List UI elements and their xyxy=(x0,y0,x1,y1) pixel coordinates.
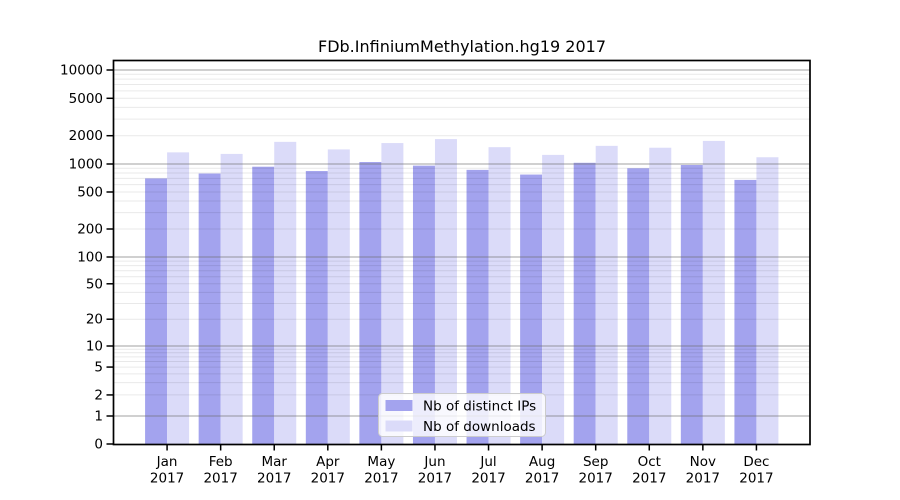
x-tick-label-month: Nov xyxy=(690,454,716,470)
legend-swatch-distinct-ips xyxy=(385,400,413,411)
x-tick-label-year: 2017 xyxy=(257,471,291,487)
bar-downloads-jan xyxy=(167,152,190,444)
bar-downloads-may xyxy=(381,143,404,445)
y-tick-label: 1000 xyxy=(69,157,103,173)
legend-box xyxy=(378,393,546,437)
bar-distinct-ips-mar xyxy=(252,166,275,444)
bar-distinct-ips-feb xyxy=(198,173,221,444)
bar-distinct-ips-may xyxy=(359,162,382,444)
y-tick-label: 100 xyxy=(77,250,103,266)
x-tick-label-month: Apr xyxy=(316,454,340,470)
y-tick-label: 500 xyxy=(77,184,103,200)
bar-distinct-ips-apr xyxy=(305,171,328,444)
x-tick-label-month: Jan xyxy=(156,454,178,470)
bars-layer xyxy=(145,139,779,445)
y-tick-label: 2000 xyxy=(69,128,103,144)
plot-frame xyxy=(112,59,811,446)
axis-ticks-layer: 100005000200010005002001005020105210Jan2… xyxy=(60,63,774,487)
x-tick-label-year: 2017 xyxy=(525,471,559,487)
x-tick-label-month: Aug xyxy=(529,454,555,470)
bar-downloads-jul xyxy=(488,147,511,445)
legend-label-distinct-ips: Nb of distinct IPs xyxy=(423,399,536,415)
x-tick-label-month: Jul xyxy=(479,454,496,470)
legend: Nb of distinct IPs Nb of downloads xyxy=(378,393,546,437)
chart-title: FDb.InfiniumMethylation.hg19 2017 xyxy=(318,37,606,56)
y-tick-label: 10 xyxy=(86,339,103,355)
bar-distinct-ips-jan xyxy=(145,178,168,444)
bar-distinct-ips-jul xyxy=(466,169,489,445)
x-tick-label-year: 2017 xyxy=(471,471,505,487)
x-tick-label-month: Oct xyxy=(638,454,661,470)
x-tick-label-year: 2017 xyxy=(579,471,613,487)
bar-downloads-oct xyxy=(649,147,672,444)
bar-distinct-ips-oct xyxy=(627,168,650,445)
y-tick-label: 20 xyxy=(86,312,103,328)
bar-distinct-ips-dec xyxy=(734,179,757,444)
bar-downloads-aug xyxy=(542,154,565,445)
bar-distinct-ips-jun xyxy=(412,165,435,444)
y-tick-label: 0 xyxy=(94,437,103,453)
y-tick-label: 1 xyxy=(94,409,103,425)
gridlines-layer xyxy=(113,69,810,417)
bar-downloads-mar xyxy=(274,141,297,444)
legend-swatch-downloads xyxy=(385,420,413,432)
x-tick-label-month: May xyxy=(367,454,395,470)
x-tick-label-year: 2017 xyxy=(311,471,345,487)
bar-downloads-sep xyxy=(595,145,618,444)
x-tick-label-year: 2017 xyxy=(418,471,452,487)
x-tick-label-year: 2017 xyxy=(150,471,184,487)
x-tick-label-year: 2017 xyxy=(203,471,237,487)
y-tick-label: 200 xyxy=(77,222,103,238)
y-tick-label: 10000 xyxy=(60,63,103,79)
y-tick-label: 2 xyxy=(94,387,103,403)
x-tick-label-month: Dec xyxy=(743,454,769,470)
bar-downloads-dec xyxy=(756,157,779,444)
x-tick-label-month: Mar xyxy=(261,454,287,470)
x-tick-label-year: 2017 xyxy=(686,471,720,487)
bar-downloads-feb xyxy=(220,153,243,445)
x-tick-label-year: 2017 xyxy=(364,471,398,487)
bar-distinct-ips-nov xyxy=(680,165,703,444)
x-tick-label-month: Sep xyxy=(583,454,608,470)
y-tick-label: 5000 xyxy=(69,91,103,107)
y-tick-label: 5 xyxy=(94,360,103,376)
legend-label-downloads: Nb of downloads xyxy=(423,419,536,435)
bar-distinct-ips-aug xyxy=(520,174,543,444)
bar-downloads-jun xyxy=(434,139,457,445)
bar-downloads-apr xyxy=(327,149,350,444)
x-tick-label-year: 2017 xyxy=(632,471,666,487)
bar-downloads-nov xyxy=(702,140,725,444)
x-tick-label-month: Feb xyxy=(209,454,233,470)
x-tick-label-year: 2017 xyxy=(739,471,773,487)
bar-distinct-ips-sep xyxy=(573,162,596,444)
x-tick-label-month: Jun xyxy=(423,454,445,470)
y-tick-label: 50 xyxy=(86,276,103,292)
